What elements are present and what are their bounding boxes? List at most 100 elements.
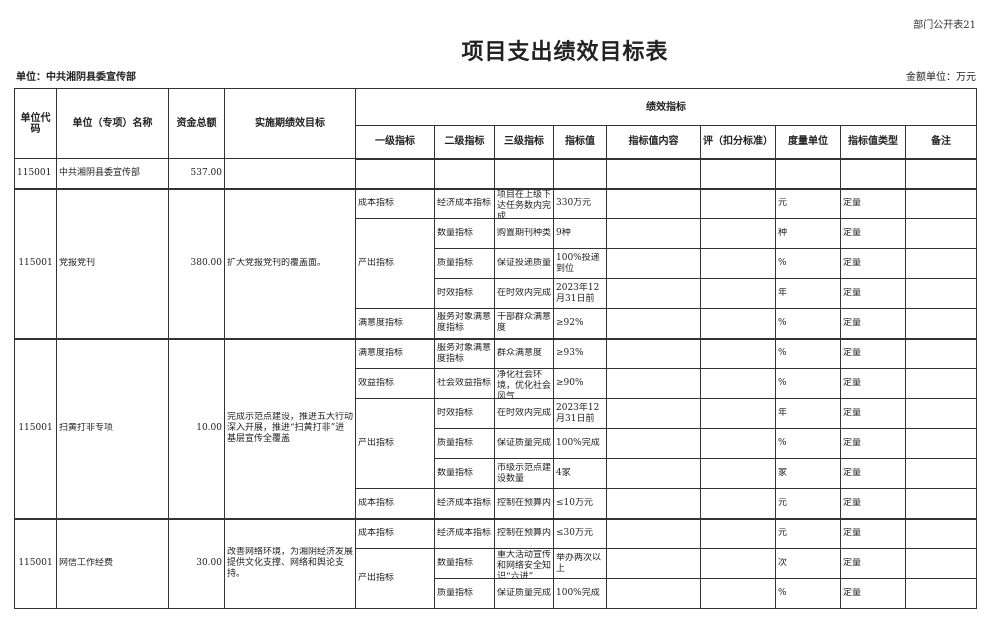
level2-indicator-text: 数量指标 xyxy=(437,468,474,478)
indicator-score xyxy=(700,548,776,579)
project-amount: 10.00 xyxy=(168,337,225,519)
indicator-type: 定量 xyxy=(840,517,906,549)
indicator-type-text: 定量 xyxy=(843,497,862,508)
table-row: 满意度指标 服务对象满意度指标 干部群众满意度 ≥92%% 定量 xyxy=(15,308,977,339)
indicator-note xyxy=(905,278,977,309)
indicator-type: 定量 xyxy=(840,218,906,249)
header-amount: 资金总额 xyxy=(168,88,225,159)
indicator-type: 定量 xyxy=(840,187,906,219)
indicator-value: 4家 xyxy=(553,458,607,489)
indicator-content xyxy=(606,488,701,519)
level2-indicator: 数量指标 xyxy=(434,548,495,579)
header-value: 指标值 xyxy=(553,125,607,160)
table-row: 115001 网信工作经费 30.00 改善网络环境，为湘阴经济发展提供文化支撑、网络… xyxy=(14,517,977,609)
level2-indicator-text: 经济成本指标 xyxy=(437,528,492,539)
indicator-note xyxy=(905,578,977,609)
indicator-note xyxy=(905,398,977,429)
indicator-unit: 元 xyxy=(775,517,841,549)
indicator-note xyxy=(905,548,977,579)
indicator-content xyxy=(606,308,701,339)
header-unit: 度量单位 xyxy=(775,125,841,160)
indicator-content xyxy=(606,398,701,429)
level3-indicator-text: 控制在预算内 xyxy=(497,528,551,539)
level2-indicator: 社会效益指标 xyxy=(434,368,495,399)
header-level2: 二级指标 xyxy=(434,125,495,160)
level3-indicator-text: 市级示范点建设数量 xyxy=(497,462,551,484)
indicator-value: 330万元 xyxy=(553,187,607,219)
level1-indicator-text: 产出指标 xyxy=(358,573,395,583)
indicator-content xyxy=(606,578,701,609)
level3-indicator: 保证投递质量 xyxy=(494,248,554,279)
indicator-unit: % xyxy=(775,308,841,339)
indicator-score xyxy=(700,278,776,309)
indicator-content xyxy=(606,428,701,459)
indicator-type-text: 定量 xyxy=(843,468,862,478)
level1-indicator: 满意度指标 xyxy=(355,337,435,369)
project-code-text: 115001 xyxy=(18,258,53,268)
project-name: 网信工作经费 xyxy=(56,517,169,609)
level1-indicator-text: 产出指标 xyxy=(358,258,395,268)
level3-indicator: 保证质量完成 xyxy=(494,428,554,459)
level2-indicator-text: 质量指标 xyxy=(437,438,474,448)
indicator-value: 2023年12月31日前 xyxy=(553,278,607,309)
level3-indicator: 项目在上级下达任务数内完成 xyxy=(494,187,554,219)
indicator-value-text: ≤30万元 xyxy=(556,528,593,539)
indicator-value: 举办两次以上 xyxy=(553,548,607,579)
project-code: 115001 xyxy=(14,337,57,519)
indicator-value: 100%完成 xyxy=(553,428,607,459)
project-amount-text: 30.00 xyxy=(196,558,222,569)
indicator-content xyxy=(606,337,701,369)
indicator-type: 定量 xyxy=(840,578,906,609)
indicator-type-text: 定量 xyxy=(843,438,862,448)
project-goal-text: 扩大党报党刊的覆盖面。 xyxy=(227,258,327,268)
level3-indicator: 控制在预算内 xyxy=(494,488,554,519)
indicator-unit-text: 元 xyxy=(778,497,788,508)
indicator-content xyxy=(606,458,701,489)
level3-indicator: 保证质量完成 xyxy=(494,578,554,609)
indicator-type-text: 定量 xyxy=(843,588,862,598)
indicator-unit-text: 年 xyxy=(778,408,788,418)
level3-indicator: 重大活动宣传和网络安全知识“六进” xyxy=(494,548,554,579)
level1-indicator-text: 成本指标 xyxy=(358,528,395,539)
level3-indicator-text: 控制在预算内 xyxy=(497,497,551,508)
indicator-value: 100%完成 xyxy=(553,578,607,609)
indicator-unit: 次 xyxy=(775,548,841,579)
level1-indicator-text: 成本指标 xyxy=(358,198,395,209)
table-row: 质量指标 保证投递质量 100%投递到位% 定量 xyxy=(15,248,977,279)
project-name-text: 扫黄打非专项 xyxy=(59,423,114,433)
unit-label: 单位：中共湘阴县委宣传部 xyxy=(16,72,136,83)
performance-table: 单位代码 单位（专项）名称 资金总额 实施期绩效目标 绩效指标 一级指标 二级指… xyxy=(14,88,977,609)
indicator-value: 2023年12月31日前 xyxy=(553,398,607,429)
indicator-type-text: 定量 xyxy=(843,408,862,418)
level3-indicator: 市级示范点建设数量 xyxy=(494,458,554,489)
project-code-text: 115001 xyxy=(18,558,53,569)
summary-row: 115001 中共湘阴县委宣传部 537.00 xyxy=(14,158,977,189)
indicator-type: 定量 xyxy=(840,398,906,429)
project-goal-text: 改善网络环境，为湘阴经济发展提供文化支撑、网络和舆论支持。 xyxy=(227,547,353,580)
level3-indicator: 控制在预算内 xyxy=(494,517,554,549)
header-content: 指标值内容 xyxy=(606,125,701,160)
level3-indicator-text: 保证质量完成 xyxy=(497,438,551,448)
level3-indicator-text: 干部群众满意度 xyxy=(497,312,551,334)
header-name: 单位（专项）名称 xyxy=(56,88,169,159)
level2-indicator-text: 服务对象满意度指标 xyxy=(437,342,492,364)
project-amount-text: 380.00 xyxy=(190,258,223,268)
indicator-type: 定量 xyxy=(840,337,906,369)
indicator-value-text: 举办两次以上 xyxy=(556,552,602,574)
indicator-note xyxy=(905,248,977,279)
level2-indicator: 服务对象满意度指标 xyxy=(434,308,495,339)
indicator-note xyxy=(905,458,977,489)
indicator-type-text: 定量 xyxy=(843,317,862,328)
level1-indicator: 效益指标 xyxy=(355,368,435,399)
indicator-unit-text: % xyxy=(778,588,787,598)
table-row: 时效指标 在时效内完成 2023年12月31日前 年 定量 xyxy=(15,278,977,309)
indicator-type-text: 定量 xyxy=(843,528,862,539)
indicator-content xyxy=(606,248,701,279)
indicator-score xyxy=(700,368,776,399)
project-amount: 380.00 xyxy=(168,187,225,339)
level3-indicator-text: 保证投递质量 xyxy=(497,258,551,268)
indicator-type-text: 定量 xyxy=(843,348,862,359)
indicator-note xyxy=(905,517,977,549)
level2-indicator-text: 经济成本指标 xyxy=(437,198,492,209)
indicator-unit-text: % xyxy=(778,258,787,268)
